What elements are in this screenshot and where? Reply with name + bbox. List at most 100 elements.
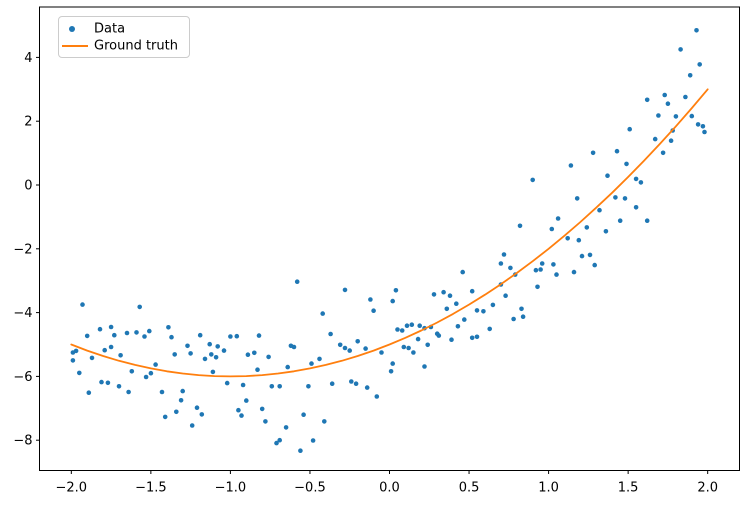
scatter-point	[644, 97, 650, 103]
scatter-point	[603, 229, 609, 234]
scatter-point	[194, 405, 200, 411]
scatter-point	[197, 332, 203, 338]
scatter-point	[579, 253, 585, 259]
scatter-point	[401, 344, 407, 350]
scatter-point	[501, 252, 507, 257]
scatter-point	[228, 334, 233, 339]
scatter-point	[166, 325, 171, 330]
scatter-point	[320, 311, 326, 316]
scatter-point	[633, 176, 639, 182]
scatter-point	[174, 409, 179, 415]
scatter-point	[309, 361, 314, 366]
scatter-point	[234, 333, 240, 339]
scatter-point	[240, 382, 246, 388]
legend: Data Ground truth	[58, 16, 190, 58]
scatter-point	[441, 289, 446, 295]
scatter-point	[644, 218, 650, 223]
scatter-point	[209, 352, 214, 357]
scatter-point	[84, 333, 90, 339]
scatter-point	[487, 326, 493, 332]
scatter-point	[460, 269, 466, 275]
scatter-point	[517, 223, 523, 229]
scatter-point	[590, 150, 596, 156]
scatter-point	[137, 304, 142, 310]
scatter-point	[188, 351, 193, 356]
scatter-point	[266, 354, 271, 360]
scatter-point	[347, 348, 353, 353]
scatter-point	[462, 317, 467, 322]
scatter-point	[108, 344, 114, 350]
scatter-point	[285, 364, 291, 370]
scatter-point	[89, 355, 95, 361]
scatter-point	[702, 129, 707, 135]
y-tick-label: −8	[13, 434, 32, 449]
scatter-point	[310, 438, 316, 443]
scatter-point	[73, 348, 79, 354]
scatter-point	[252, 350, 257, 356]
scatter-point	[364, 385, 370, 390]
scatter-point	[638, 180, 644, 185]
scatter-point	[576, 237, 582, 243]
scatter-point	[277, 384, 283, 389]
scatter-point	[379, 350, 384, 355]
scatter-point	[102, 347, 107, 353]
scatter-point	[105, 380, 111, 386]
scatter-point	[592, 262, 597, 268]
scatter-point	[469, 288, 475, 294]
scatter-point	[355, 339, 361, 344]
scatter-point	[236, 407, 241, 413]
scatter-point	[215, 344, 220, 349]
scatter-point	[210, 369, 216, 375]
legend-label-data: Data	[94, 21, 126, 36]
scatter-point	[490, 302, 496, 308]
scatter-point	[353, 381, 359, 387]
scatter-point	[449, 337, 454, 343]
scatter-point	[574, 196, 580, 201]
x-tick-label: −1.0	[215, 481, 247, 496]
y-tick-label: −4	[13, 306, 32, 321]
scatter-point	[474, 334, 480, 340]
y-tick-label: −6	[13, 370, 32, 385]
scatter-point	[283, 425, 289, 430]
x-tick-label: 2.0	[697, 481, 718, 496]
scatter-point	[481, 309, 486, 314]
scatter-point	[86, 390, 92, 396]
scatter-point	[342, 287, 348, 293]
scatter-point	[568, 163, 574, 168]
scatter-point	[80, 302, 85, 307]
scatter-point	[617, 218, 623, 223]
scatter-point	[584, 225, 590, 230]
scatter-point	[587, 252, 593, 258]
scatter-point	[277, 437, 283, 443]
scatter-point	[118, 353, 123, 358]
scatter-point	[99, 379, 104, 385]
scatter-point	[415, 336, 421, 342]
scatter-point	[388, 369, 394, 374]
scatter-point	[538, 267, 543, 272]
scatter-point	[256, 333, 262, 338]
y-tick-label: 0	[24, 178, 32, 193]
scatter-point	[269, 384, 275, 389]
scatter-point	[533, 267, 539, 273]
scatter-point	[153, 362, 158, 367]
scatter-point	[519, 306, 524, 312]
scatter-point	[108, 324, 114, 330]
scatter-point	[245, 352, 251, 358]
scatter-point	[571, 269, 577, 275]
legend-label-ground-truth: Ground truth	[94, 38, 178, 53]
scatter-point	[263, 419, 268, 424]
scatter-point	[301, 412, 306, 418]
scatter-point	[469, 335, 475, 341]
scatter-point	[605, 173, 610, 178]
scatter-point	[112, 332, 117, 338]
scatter-point	[374, 394, 380, 399]
scatter-point	[520, 314, 526, 320]
scatter-point	[404, 323, 410, 329]
scatter-point	[668, 138, 674, 143]
scatter-point	[317, 356, 322, 362]
scatter-point	[614, 148, 620, 154]
scatter-point	[409, 322, 415, 328]
scatter-point	[259, 406, 265, 412]
scatter-point	[444, 306, 450, 312]
